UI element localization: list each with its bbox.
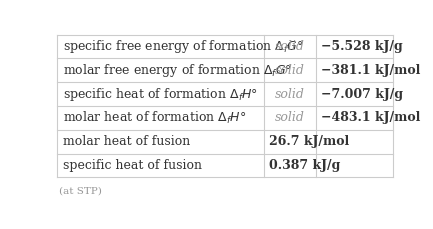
Text: molar free energy of formation $\Delta_{f}G°$: molar free energy of formation $\Delta_{… [62,62,291,79]
Text: solid: solid [275,87,305,101]
Text: (at STP): (at STP) [59,187,102,196]
Text: 0.387 kJ/g: 0.387 kJ/g [269,159,340,172]
Text: specific heat of formation $\Delta_{f}H°$: specific heat of formation $\Delta_{f}H°… [62,86,258,103]
Text: molar heat of fusion: molar heat of fusion [62,135,190,148]
Text: molar heat of formation $\Delta_{f}H°$: molar heat of formation $\Delta_{f}H°$ [62,110,246,126]
Text: 26.7 kJ/mol: 26.7 kJ/mol [269,135,349,148]
Text: −7.007 kJ/g: −7.007 kJ/g [321,87,403,101]
Text: solid: solid [275,40,305,53]
Text: solid: solid [275,111,305,124]
Text: specific free energy of formation $\Delta_{f}G°$: specific free energy of formation $\Delt… [62,38,303,55]
Text: −483.1 kJ/mol: −483.1 kJ/mol [321,111,420,124]
Text: −381.1 kJ/mol: −381.1 kJ/mol [321,64,420,77]
Text: −5.528 kJ/g: −5.528 kJ/g [321,40,403,53]
Text: solid: solid [275,64,305,77]
Text: specific heat of fusion: specific heat of fusion [62,159,201,172]
